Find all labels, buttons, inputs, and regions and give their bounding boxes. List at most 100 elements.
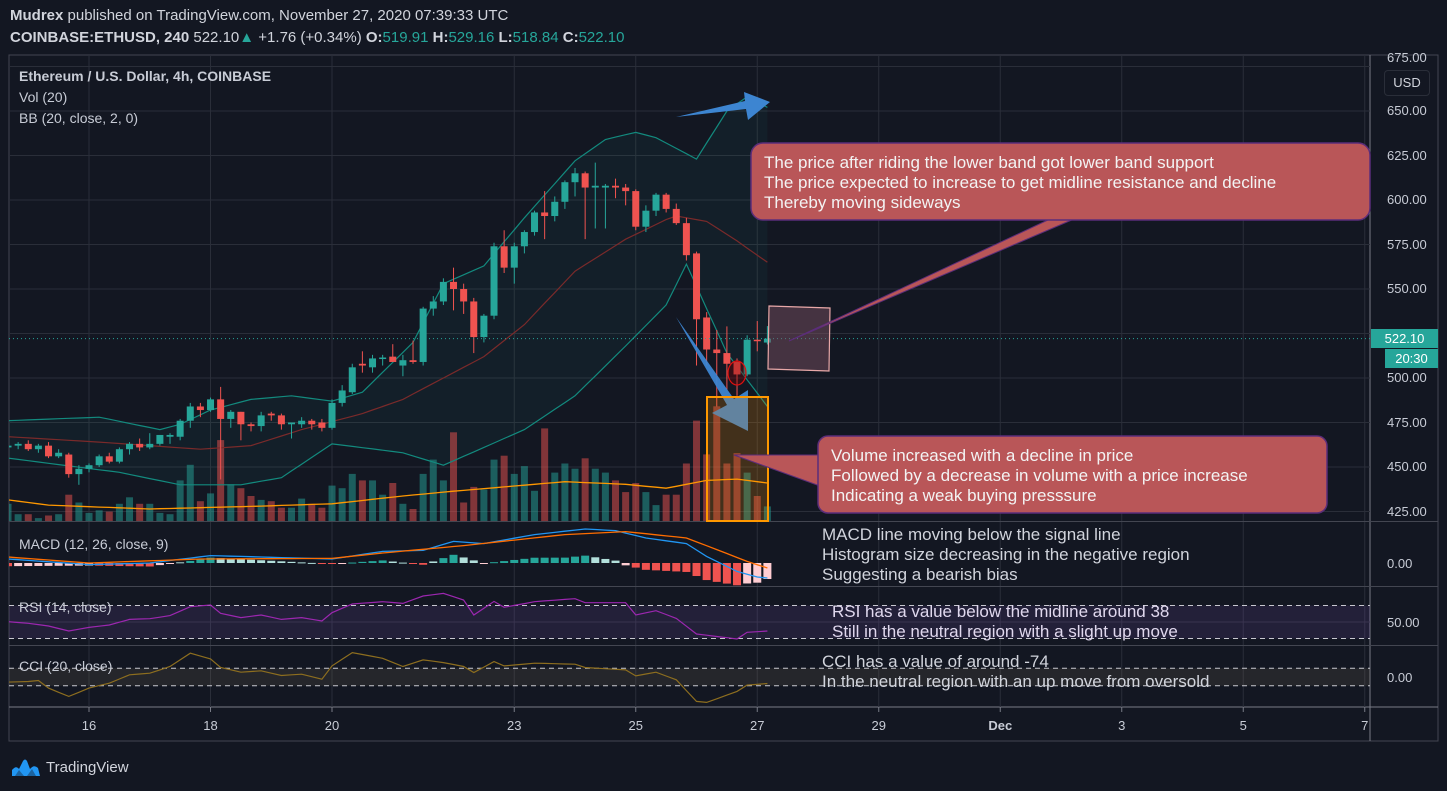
- rsi-legend[interactable]: RSI (14, close): [19, 599, 112, 615]
- volume-bar: [9, 503, 12, 521]
- rsi-line: [9, 592, 768, 640]
- cci-note[interactable]: CCI has a value of around -74 In the neu…: [822, 652, 1209, 692]
- bollinger-legend[interactable]: BB (20, close, 2, 0): [19, 110, 139, 126]
- macd-histogram-bar: [581, 555, 590, 563]
- cci-line: [9, 651, 768, 704]
- candle: [439, 278, 447, 306]
- candle-body: [389, 356, 397, 362]
- volume-bar: [601, 472, 609, 521]
- price-pane: [9, 96, 771, 521]
- cci-axis-tick: 0.00: [1387, 670, 1413, 685]
- author-name[interactable]: Mudrex: [10, 7, 64, 24]
- macd-histogram-bar: [631, 563, 640, 568]
- candle-body: [14, 443, 22, 446]
- candle: [541, 191, 549, 240]
- volume-bar: [531, 490, 539, 521]
- price-tick-label: 575.00: [1387, 236, 1427, 252]
- candle-body: [652, 194, 660, 211]
- volume-bar: [136, 503, 144, 521]
- volume-bar: [642, 492, 650, 521]
- bollinger-fill: [9, 96, 768, 485]
- bollinger-mid-line: [9, 215, 768, 450]
- candle: [288, 422, 296, 439]
- candle: [723, 326, 731, 391]
- chart-title[interactable]: Ethereum / U.S. Dollar, 4h, COINBASE: [19, 68, 272, 84]
- candle-body: [318, 422, 326, 428]
- candle-body: [520, 232, 528, 247]
- volume-bar: [45, 515, 53, 521]
- candle-body: [470, 301, 478, 338]
- candle: [763, 326, 771, 345]
- cci-legend[interactable]: CCI (20, close): [19, 658, 113, 674]
- bb-callout-text[interactable]: The price after riding the lower band go…: [764, 153, 1276, 213]
- macd-histogram-bar: [662, 563, 671, 571]
- candle-body: [713, 349, 721, 354]
- volume-bar: [753, 496, 761, 521]
- price-tick-label: 600.00: [1387, 192, 1427, 207]
- candle-body: [693, 253, 701, 320]
- macd-histogram-bar: [601, 558, 610, 563]
- rsi-note[interactable]: RSI has a value below the midline around…: [832, 602, 1178, 642]
- volume-bar: [227, 484, 235, 521]
- volume-bar: [733, 453, 741, 521]
- candle-body: [369, 358, 377, 368]
- candle: [358, 351, 366, 373]
- candle: [379, 354, 387, 366]
- volume-legend[interactable]: Vol (20): [19, 89, 68, 105]
- callout-line: Volume increased with a decline in price: [831, 446, 1134, 465]
- candle: [85, 463, 93, 473]
- note-line: RSI has a value below the midline around…: [832, 602, 1170, 621]
- macd-histogram-bar: [733, 563, 742, 586]
- macd-histogram-bar: [287, 561, 296, 563]
- macd-histogram-bar: [510, 559, 519, 563]
- macd-histogram-bar: [469, 560, 478, 563]
- candle: [753, 321, 761, 352]
- volume-bar: [308, 503, 316, 521]
- candle: [429, 296, 437, 316]
- volume-bar: [510, 473, 518, 521]
- candle-body: [480, 315, 488, 338]
- candle: [207, 397, 215, 412]
- up-arrow-icon: [676, 92, 770, 120]
- macd-legend[interactable]: MACD (12, 26, close, 9): [19, 536, 169, 552]
- candle: [409, 340, 417, 364]
- note-line: Suggesting a bearish bias: [822, 565, 1018, 584]
- candle-body: [237, 411, 245, 425]
- low-label: L:: [498, 29, 513, 46]
- macd-histogram-bar: [641, 563, 650, 570]
- volume-bar: [166, 514, 174, 521]
- macd-note[interactable]: MACD line moving below the signal line H…: [822, 525, 1190, 585]
- volume-bar: [196, 501, 204, 521]
- candle-body: [288, 422, 296, 425]
- volume-bar: [186, 464, 194, 521]
- candle: [45, 442, 53, 459]
- volume-bar: [591, 468, 599, 521]
- candle-body: [9, 445, 12, 448]
- currency-button[interactable]: USD: [1384, 70, 1430, 96]
- volume-bar: [348, 473, 356, 521]
- candle-body: [571, 173, 579, 183]
- volume-bar: [450, 432, 458, 521]
- bollinger-upper-line: [9, 96, 768, 431]
- candle: [399, 354, 407, 377]
- volume-bar: [429, 459, 437, 521]
- volume-bar: [622, 492, 630, 521]
- volume-callout-text[interactable]: Volume increased with a decline in price…: [831, 446, 1248, 506]
- volume-bar: [389, 483, 397, 521]
- volume-bar: [541, 428, 549, 521]
- candle-body: [763, 338, 771, 343]
- candle-body: [95, 456, 103, 466]
- candle-body: [65, 454, 73, 475]
- macd-histogram-bar: [9, 563, 13, 567]
- macd-histogram-bar: [530, 557, 539, 563]
- tradingview-brand[interactable]: TradingView: [10, 757, 129, 777]
- candle: [105, 452, 113, 464]
- candle: [298, 417, 306, 428]
- candle: [267, 411, 275, 421]
- candle-body: [115, 449, 123, 462]
- candle: [166, 433, 174, 444]
- candle-body: [207, 399, 215, 411]
- target-zone-box: [767, 305, 831, 372]
- candle: [95, 454, 103, 467]
